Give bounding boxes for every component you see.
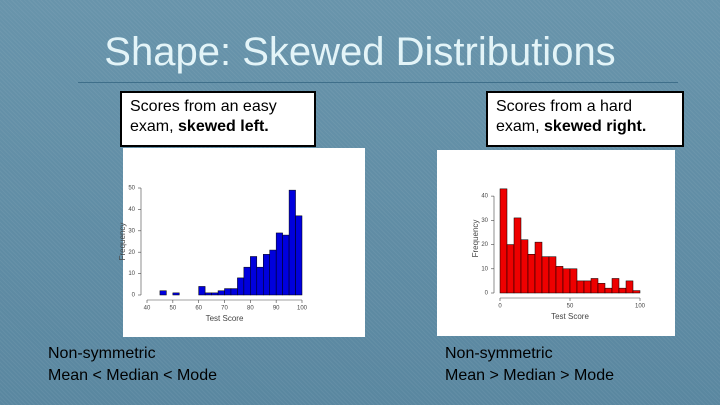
x-tick-label: 50 <box>169 306 176 312</box>
y-tick-label: 20 <box>128 250 135 256</box>
bar <box>604 287 613 294</box>
y-axis-title: Frequency <box>471 220 480 258</box>
title-rule <box>78 82 678 83</box>
x-tick-label: 0 <box>498 304 502 310</box>
bar <box>576 280 585 294</box>
bar <box>527 253 536 294</box>
x-tick-label: 70 <box>221 306 228 312</box>
bar <box>204 292 212 296</box>
bar <box>269 249 277 296</box>
bar <box>541 256 550 294</box>
y-tick-label: 50 <box>128 186 135 192</box>
note-line: Mean < Median < Mode <box>48 367 217 384</box>
slide-title: Shape: Skewed Distributions <box>104 30 616 74</box>
caption-box: Scores from an easy exam, skewed left. <box>120 91 316 147</box>
caption-bold: skewed left. <box>178 118 269 135</box>
bar <box>555 266 564 294</box>
caption-text: exam, <box>130 118 179 135</box>
note: Non-symmetric Mean < Median < Mode <box>48 343 217 387</box>
caption-text: exam, <box>496 118 545 135</box>
y-tick-label: 0 <box>132 293 136 299</box>
bar <box>583 280 592 294</box>
bar <box>520 239 529 294</box>
bar <box>282 234 290 296</box>
x-axis-title: Test Score <box>551 312 589 321</box>
bar <box>632 290 641 294</box>
caption-line: Scores from an easy <box>130 98 277 115</box>
y-tick-label: 40 <box>128 207 135 213</box>
bar <box>172 292 180 296</box>
caption-line: exam, skewed left. <box>130 117 306 137</box>
bar <box>237 277 245 296</box>
bar <box>562 268 571 294</box>
caption-line: Scores from a hard <box>496 98 633 115</box>
note-line: Non-symmetric <box>445 345 553 362</box>
bar <box>159 290 167 296</box>
y-tick-label: 20 <box>481 242 488 248</box>
bar <box>611 278 620 294</box>
bar <box>230 288 238 296</box>
y-tick-label: 30 <box>128 228 135 234</box>
bar <box>513 217 522 294</box>
chart-panel <box>437 150 675 336</box>
y-tick-label: 10 <box>481 266 488 272</box>
y-tick-label: 10 <box>128 271 135 277</box>
x-axis-title: Test Score <box>206 314 244 323</box>
chart-panel <box>123 148 365 337</box>
y-tick-label: 30 <box>481 218 488 224</box>
bar <box>569 268 578 294</box>
x-tick-label: 50 <box>567 304 574 310</box>
bar <box>250 256 258 296</box>
bar <box>590 278 599 294</box>
bar <box>597 283 606 294</box>
caption-bold: skewed right. <box>544 118 647 135</box>
bar <box>548 256 557 294</box>
note: Non-symmetric Mean > Median > Mode <box>445 343 614 387</box>
bar <box>217 290 225 296</box>
bar <box>288 189 296 296</box>
note-line: Mean > Median > Mode <box>445 367 614 384</box>
bar <box>499 188 508 294</box>
bar <box>534 241 543 294</box>
bar <box>625 280 634 294</box>
bar <box>263 254 270 296</box>
bar <box>256 266 264 296</box>
x-tick-label: 100 <box>635 304 646 310</box>
y-tick-label: 0 <box>485 291 489 297</box>
x-tick-label: 100 <box>297 306 308 312</box>
bar <box>198 286 206 296</box>
bar <box>211 292 219 296</box>
x-tick-label: 80 <box>247 306 254 312</box>
caption-line: exam, skewed right. <box>496 117 674 137</box>
caption-box: Scores from a hard exam, skewed right. <box>486 91 684 147</box>
x-tick-label: 40 <box>144 306 151 312</box>
y-axis-title: Frequency <box>118 223 127 261</box>
bar <box>224 288 232 296</box>
bar <box>618 287 627 294</box>
x-tick-label: 90 <box>273 306 280 312</box>
bar <box>506 244 515 294</box>
x-tick-label: 60 <box>195 306 202 312</box>
y-tick-label: 40 <box>481 194 488 200</box>
bar <box>243 266 251 296</box>
bar <box>295 215 303 296</box>
note-line: Non-symmetric <box>48 345 156 362</box>
bar <box>275 232 283 296</box>
